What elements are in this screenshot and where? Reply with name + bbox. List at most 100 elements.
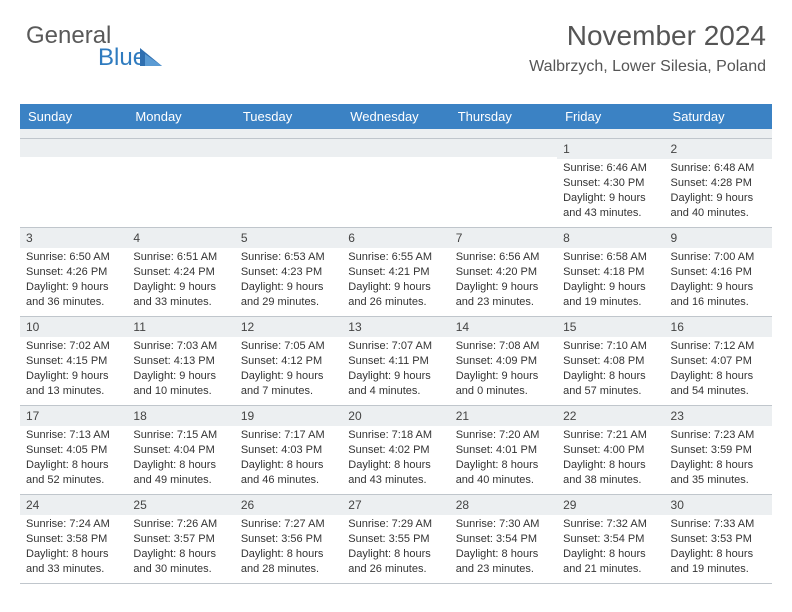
week-row: 24Sunrise: 7:24 AMSunset: 3:58 PMDayligh… (20, 495, 772, 584)
day-number: 24 (20, 495, 127, 515)
day-info-line: and 43 minutes. (348, 473, 443, 488)
day-cell: 9Sunrise: 7:00 AMSunset: 4:16 PMDaylight… (665, 228, 772, 316)
day-info-line: Sunset: 4:18 PM (563, 265, 658, 280)
day-info-line: Sunset: 4:04 PM (133, 443, 228, 458)
day-number: 1 (557, 139, 664, 159)
day-number: 19 (235, 406, 342, 426)
day-content: Sunrise: 7:29 AMSunset: 3:55 PMDaylight:… (342, 515, 449, 582)
day-number: 10 (20, 317, 127, 337)
day-info-line: Daylight: 9 hours (671, 280, 766, 295)
day-content: Sunrise: 7:12 AMSunset: 4:07 PMDaylight:… (665, 337, 772, 404)
day-number (20, 139, 127, 157)
day-info-line: Daylight: 8 hours (671, 458, 766, 473)
day-content: Sunrise: 7:17 AMSunset: 4:03 PMDaylight:… (235, 426, 342, 493)
day-number: 17 (20, 406, 127, 426)
week-row: 1Sunrise: 6:46 AMSunset: 4:30 PMDaylight… (20, 139, 772, 228)
day-header-friday: Friday (557, 104, 664, 129)
day-number: 28 (450, 495, 557, 515)
day-info-line: and 49 minutes. (133, 473, 228, 488)
day-cell (127, 139, 234, 227)
day-info-line: Sunset: 3:54 PM (563, 532, 658, 547)
day-info-line: Sunset: 4:23 PM (241, 265, 336, 280)
day-cell: 12Sunrise: 7:05 AMSunset: 4:12 PMDayligh… (235, 317, 342, 405)
day-cell: 23Sunrise: 7:23 AMSunset: 3:59 PMDayligh… (665, 406, 772, 494)
day-info-line: Sunrise: 7:32 AM (563, 517, 658, 532)
day-number: 30 (665, 495, 772, 515)
day-cell: 21Sunrise: 7:20 AMSunset: 4:01 PMDayligh… (450, 406, 557, 494)
day-content: Sunrise: 7:30 AMSunset: 3:54 PMDaylight:… (450, 515, 557, 582)
day-content: Sunrise: 7:21 AMSunset: 4:00 PMDaylight:… (557, 426, 664, 493)
day-header-thursday: Thursday (450, 104, 557, 129)
day-header-tuesday: Tuesday (235, 104, 342, 129)
day-info-line: and 19 minutes. (563, 295, 658, 310)
day-info-line: and 23 minutes. (456, 562, 551, 577)
day-info-line: and 29 minutes. (241, 295, 336, 310)
day-info-line: Sunset: 3:53 PM (671, 532, 766, 547)
day-info-line: Sunrise: 7:23 AM (671, 428, 766, 443)
day-cell: 19Sunrise: 7:17 AMSunset: 4:03 PMDayligh… (235, 406, 342, 494)
day-number: 3 (20, 228, 127, 248)
day-cell: 16Sunrise: 7:12 AMSunset: 4:07 PMDayligh… (665, 317, 772, 405)
day-header-saturday: Saturday (665, 104, 772, 129)
day-number: 26 (235, 495, 342, 515)
day-info-line: and 26 minutes. (348, 562, 443, 577)
day-content: Sunrise: 7:32 AMSunset: 3:54 PMDaylight:… (557, 515, 664, 582)
day-info-line: Daylight: 9 hours (133, 369, 228, 384)
day-info-line: Daylight: 8 hours (348, 458, 443, 473)
day-info-line: Sunrise: 6:56 AM (456, 250, 551, 265)
day-info-line: Sunset: 4:03 PM (241, 443, 336, 458)
day-content: Sunrise: 7:07 AMSunset: 4:11 PMDaylight:… (342, 337, 449, 404)
day-number: 16 (665, 317, 772, 337)
day-cell: 18Sunrise: 7:15 AMSunset: 4:04 PMDayligh… (127, 406, 234, 494)
day-cell: 14Sunrise: 7:08 AMSunset: 4:09 PMDayligh… (450, 317, 557, 405)
day-number: 22 (557, 406, 664, 426)
day-info-line: Sunrise: 7:17 AM (241, 428, 336, 443)
day-cell: 26Sunrise: 7:27 AMSunset: 3:56 PMDayligh… (235, 495, 342, 583)
day-content: Sunrise: 7:02 AMSunset: 4:15 PMDaylight:… (20, 337, 127, 404)
logo-triangle-icon (140, 48, 162, 66)
day-content: Sunrise: 6:56 AMSunset: 4:20 PMDaylight:… (450, 248, 557, 315)
day-info-line: Daylight: 9 hours (456, 369, 551, 384)
day-info-line: Sunrise: 6:51 AM (133, 250, 228, 265)
day-cell: 22Sunrise: 7:21 AMSunset: 4:00 PMDayligh… (557, 406, 664, 494)
day-content: Sunrise: 7:13 AMSunset: 4:05 PMDaylight:… (20, 426, 127, 493)
day-number: 23 (665, 406, 772, 426)
day-info-line: Sunrise: 7:20 AM (456, 428, 551, 443)
day-content: Sunrise: 6:51 AMSunset: 4:24 PMDaylight:… (127, 248, 234, 315)
day-cell: 5Sunrise: 6:53 AMSunset: 4:23 PMDaylight… (235, 228, 342, 316)
day-info-line: Sunset: 4:01 PM (456, 443, 551, 458)
day-info-line: and 54 minutes. (671, 384, 766, 399)
day-info-line: and 36 minutes. (26, 295, 121, 310)
day-info-line: Daylight: 9 hours (456, 280, 551, 295)
day-info-line: Sunset: 4:12 PM (241, 354, 336, 369)
day-number: 18 (127, 406, 234, 426)
day-content: Sunrise: 7:26 AMSunset: 3:57 PMDaylight:… (127, 515, 234, 582)
day-info-line: Sunset: 3:55 PM (348, 532, 443, 547)
week-row: 17Sunrise: 7:13 AMSunset: 4:05 PMDayligh… (20, 406, 772, 495)
day-info-line: Daylight: 9 hours (241, 280, 336, 295)
day-number: 25 (127, 495, 234, 515)
day-info-line: Daylight: 8 hours (26, 458, 121, 473)
day-info-line: Sunrise: 7:15 AM (133, 428, 228, 443)
day-info-line: Daylight: 8 hours (241, 547, 336, 562)
day-content: Sunrise: 6:48 AMSunset: 4:28 PMDaylight:… (665, 159, 772, 226)
day-info-line: Sunrise: 7:24 AM (26, 517, 121, 532)
day-cell: 7Sunrise: 6:56 AMSunset: 4:20 PMDaylight… (450, 228, 557, 316)
day-info-line: Sunrise: 7:02 AM (26, 339, 121, 354)
day-info-line: Sunset: 3:56 PM (241, 532, 336, 547)
day-number: 12 (235, 317, 342, 337)
day-info-line: Daylight: 8 hours (563, 369, 658, 384)
day-number: 27 (342, 495, 449, 515)
day-content: Sunrise: 6:46 AMSunset: 4:30 PMDaylight:… (557, 159, 664, 226)
day-info-line: Daylight: 8 hours (671, 369, 766, 384)
day-info-line: Daylight: 9 hours (563, 191, 658, 206)
day-info-line: and 33 minutes. (133, 295, 228, 310)
day-content (235, 157, 342, 165)
day-number: 2 (665, 139, 772, 159)
day-info-line: Sunrise: 6:48 AM (671, 161, 766, 176)
day-cell: 15Sunrise: 7:10 AMSunset: 4:08 PMDayligh… (557, 317, 664, 405)
day-info-line: and 13 minutes. (26, 384, 121, 399)
day-info-line: and 16 minutes. (671, 295, 766, 310)
day-number: 7 (450, 228, 557, 248)
day-info-line: and 4 minutes. (348, 384, 443, 399)
